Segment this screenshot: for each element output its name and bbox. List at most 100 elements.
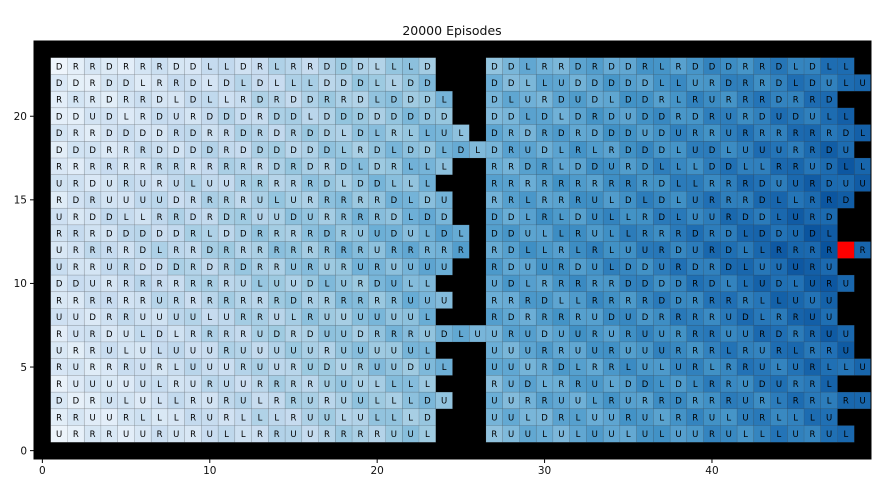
policy-action-label: U <box>140 397 146 407</box>
policy-action-label: L <box>475 146 480 156</box>
state-cell <box>318 425 336 443</box>
policy-action-label: R <box>659 397 665 407</box>
policy-action-label: L <box>676 79 681 89</box>
policy-action-label: D <box>608 79 615 89</box>
policy-action-label: L <box>274 79 279 89</box>
policy-action-label: D <box>340 79 347 89</box>
policy-action-label: D <box>709 280 716 290</box>
policy-action-label: L <box>743 263 748 273</box>
state-cell <box>602 124 621 142</box>
policy-action-label: L <box>140 79 145 89</box>
policy-action-label: D <box>190 129 197 139</box>
policy-action-label: D <box>106 229 113 239</box>
policy-action-label: L <box>207 229 212 239</box>
policy-action-label: R <box>90 296 96 306</box>
policy-action-label: L <box>609 213 614 223</box>
policy-action-label: L <box>777 363 782 373</box>
policy-action-label: L <box>525 112 530 122</box>
policy-action-label: R <box>157 179 163 189</box>
policy-action-label: U <box>257 213 263 223</box>
policy-action-label: R <box>56 196 62 206</box>
policy-action-label: L <box>425 129 430 139</box>
policy-action-label: U <box>123 430 129 440</box>
policy-action-label: L <box>458 129 463 139</box>
policy-action-label: R <box>374 430 380 440</box>
policy-action-label: R <box>709 179 715 189</box>
policy-action-label: U <box>826 296 832 306</box>
policy-action-label: L <box>760 430 765 440</box>
policy-action-label: R <box>140 112 146 122</box>
chart-title: 20000 Episodes <box>402 23 501 38</box>
policy-action-label: D <box>575 112 582 122</box>
policy-action-label: U <box>809 296 815 306</box>
policy-action-label: U <box>692 213 698 223</box>
policy-action-label: D <box>826 163 833 173</box>
policy-action-label: U <box>843 146 849 156</box>
policy-action-label: U <box>89 280 95 290</box>
policy-action-label: D <box>658 213 665 223</box>
policy-action-label: L <box>174 330 179 340</box>
policy-action-label: R <box>542 363 548 373</box>
policy-action-label: U <box>140 380 146 390</box>
policy-action-label: L <box>157 347 162 357</box>
policy-action-label: U <box>642 246 648 256</box>
policy-action-label: U <box>190 363 196 373</box>
policy-action-label: D <box>759 179 766 189</box>
policy-action-label: L <box>525 213 530 223</box>
state-cell <box>803 425 822 443</box>
policy-action-label: R <box>90 363 96 373</box>
policy-action-label: U <box>558 79 564 89</box>
policy-action-label: D <box>324 62 331 72</box>
policy-action-label: U <box>56 179 62 189</box>
policy-action-label: U <box>575 397 581 407</box>
policy-action-label: D <box>658 112 665 122</box>
policy-action-label: L <box>358 163 363 173</box>
policy-action-label: D <box>725 263 732 273</box>
policy-action-label: D <box>273 146 280 156</box>
policy-action-label: R <box>291 330 297 340</box>
policy-action-label: U <box>575 347 581 357</box>
policy-action-label: R <box>592 62 598 72</box>
policy-action-label: D <box>491 229 498 239</box>
policy-action-label: U <box>625 313 631 323</box>
policy-action-label: U <box>491 413 497 423</box>
policy-action-label: U <box>742 397 748 407</box>
policy-action-label: U <box>207 363 213 373</box>
policy-action-label: D <box>541 330 548 340</box>
policy-action-label: R <box>809 363 815 373</box>
policy-action-label: U <box>608 413 614 423</box>
policy-action-label: D <box>508 263 515 273</box>
policy-action-label: D <box>658 146 665 156</box>
policy-action-label: U <box>776 263 782 273</box>
policy-action-label: D <box>658 179 665 189</box>
policy-action-label: R <box>709 112 715 122</box>
policy-action-label: L <box>140 213 145 223</box>
policy-action-label: D <box>826 179 833 189</box>
policy-action-label: D <box>424 112 431 122</box>
policy-action-label: U <box>759 146 765 156</box>
policy-action-label: L <box>827 380 832 390</box>
policy-action-label: L <box>375 380 380 390</box>
goal-cell <box>837 241 855 259</box>
policy-action-label: D <box>725 62 732 72</box>
policy-action-label: D <box>391 229 398 239</box>
policy-action-label: R <box>157 280 163 290</box>
policy-action-label: R <box>642 179 648 189</box>
policy-action-label: U <box>592 347 598 357</box>
policy-action-label: R <box>274 179 280 189</box>
policy-action-label: U <box>307 430 313 440</box>
y-tick-label: 0 <box>20 445 27 457</box>
policy-action-label: R <box>291 380 297 390</box>
policy-action-label: L <box>777 430 782 440</box>
policy-action-label: R <box>742 347 748 357</box>
policy-action-label: D <box>558 129 565 139</box>
policy-action-label: U <box>190 347 196 357</box>
policy-action-label: R <box>224 280 230 290</box>
policy-action-label: R <box>307 380 313 390</box>
policy-action-label: D <box>759 213 766 223</box>
policy-action-label: R <box>224 413 230 423</box>
policy-action-label: R <box>357 430 363 440</box>
policy-action-label: D <box>290 146 297 156</box>
policy-action-label: L <box>408 62 413 72</box>
policy-action-label: U <box>408 313 414 323</box>
